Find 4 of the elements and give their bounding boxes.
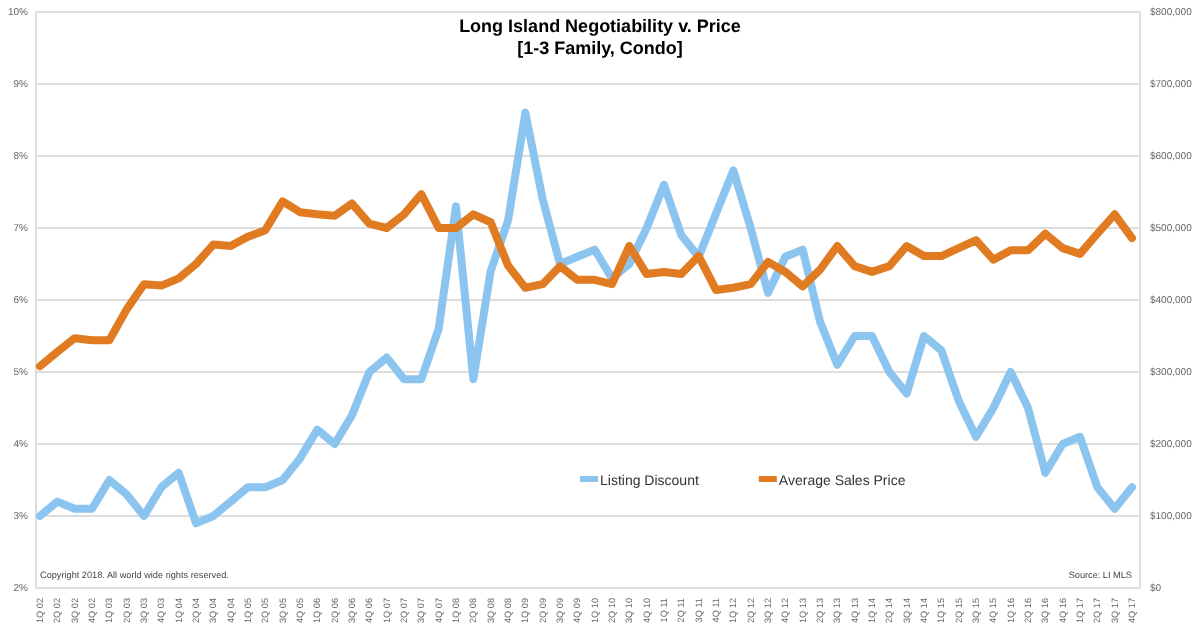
chart-title: Long Island Negotiability v. Price: [459, 16, 741, 36]
text: [1-3 Family, Condo]: [517, 38, 683, 58]
line-series: [36, 190, 1136, 371]
line-series: [36, 108, 1136, 528]
